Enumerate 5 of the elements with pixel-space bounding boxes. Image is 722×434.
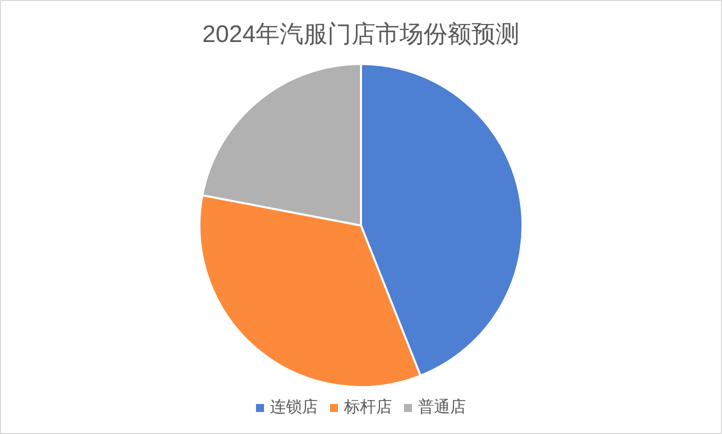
legend-label: 普通店 [418, 398, 466, 416]
legend: 连锁店 标杆店 普通店 [256, 399, 466, 416]
legend-label: 标杆店 [343, 398, 392, 416]
legend-label: 连锁店 [270, 398, 318, 416]
title: 2024年汽服门店市场份额预测 [202, 21, 520, 48]
